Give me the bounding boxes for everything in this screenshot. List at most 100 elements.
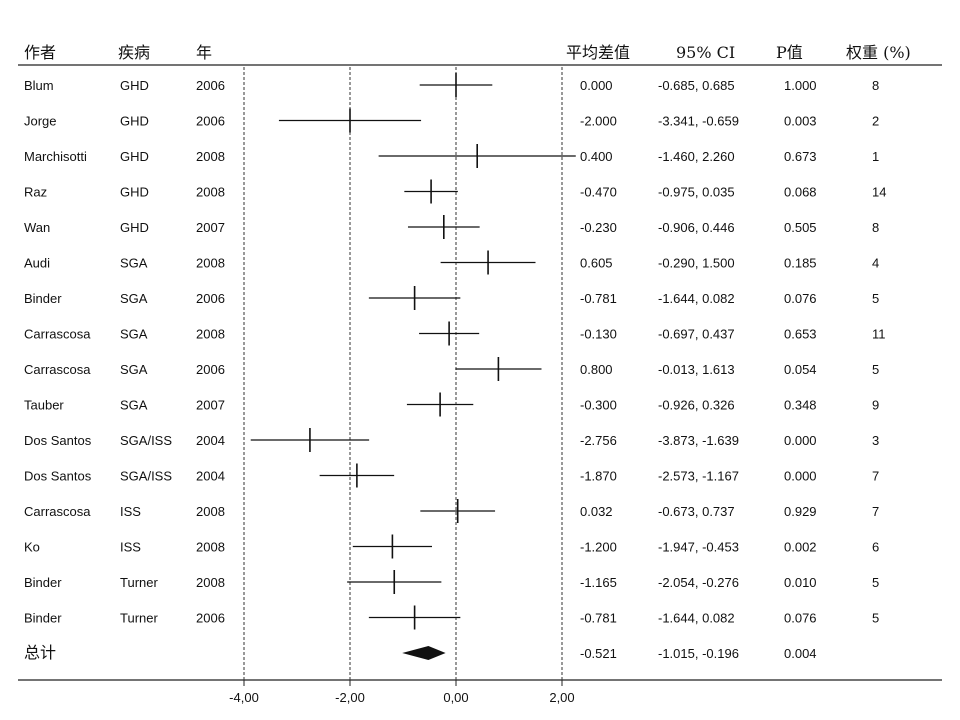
study-disease: ISS bbox=[120, 504, 141, 519]
study-disease: Turner bbox=[120, 575, 158, 590]
study-row: Marchisotti GHD 2008 0.400 -1.460, 2.260 0.67… bbox=[24, 144, 879, 168]
study-row: Tauber SGA 2007 -0.300 -0.926, 0.326 0.348 9 bbox=[24, 392, 879, 417]
study-author: Wan bbox=[24, 220, 50, 235]
study-mean-diff: 0.400 bbox=[580, 149, 613, 164]
study-weight: 6 bbox=[872, 540, 879, 555]
study-disease: SGA bbox=[120, 256, 148, 271]
x-axis-ticks: -4,00 -2,00 0,00 2,00 bbox=[229, 680, 575, 705]
summary-diamond bbox=[402, 646, 446, 660]
study-weight: 14 bbox=[872, 185, 886, 200]
study-row: Binder Turner 2008 -1.165 -2.054, -0.276 0.01… bbox=[24, 570, 879, 594]
study-row: Carrascosa ISS 2008 0.032 -0.673, 0.737 0.929… bbox=[24, 499, 879, 523]
study-author: Binder bbox=[24, 575, 62, 590]
study-author: Marchisotti bbox=[24, 149, 87, 164]
study-ci: -0.290, 1.500 bbox=[658, 256, 735, 271]
study-row: Jorge GHD 2006 -2.000 -3.341, -0.659 0.003 2 bbox=[24, 108, 879, 133]
study-author: Dos Santos bbox=[24, 433, 92, 448]
study-ci: -0.975, 0.035 bbox=[658, 185, 735, 200]
study-author: Carrascosa bbox=[24, 327, 91, 342]
study-year: 2006 bbox=[196, 114, 225, 129]
x-tick-label: -4,00 bbox=[229, 690, 259, 705]
study-p-value: 0.000 bbox=[784, 433, 817, 448]
study-weight: 5 bbox=[872, 362, 879, 377]
study-row: Dos Santos SGA/ISS 2004 -1.870 -2.573, -1.16… bbox=[24, 463, 879, 488]
study-year: 2006 bbox=[196, 78, 225, 93]
study-ci: -2.054, -0.276 bbox=[658, 575, 739, 590]
study-mean-diff: -1.870 bbox=[580, 469, 617, 484]
study-mean-diff: -1.200 bbox=[580, 540, 617, 555]
reference-lines bbox=[243, 67, 563, 680]
study-p-value: 0.929 bbox=[784, 504, 817, 519]
summary-p-value: 0.004 bbox=[784, 646, 817, 661]
study-weight: 3 bbox=[872, 433, 879, 448]
study-p-value: 0.076 bbox=[784, 611, 817, 626]
study-year: 2008 bbox=[196, 504, 225, 519]
study-year: 2006 bbox=[196, 611, 225, 626]
study-row: Wan GHD 2007 -0.230 -0.906, 0.446 0.505 8 bbox=[24, 215, 879, 239]
study-year: 2006 bbox=[196, 362, 225, 377]
study-disease: Turner bbox=[120, 611, 158, 626]
study-p-value: 0.002 bbox=[784, 540, 817, 555]
study-row: Blum GHD 2006 0.000 -0.685, 0.685 1.000 8 bbox=[24, 73, 879, 97]
study-mean-diff: -0.130 bbox=[580, 327, 617, 342]
study-weight: 2 bbox=[872, 114, 879, 129]
study-weight: 5 bbox=[872, 575, 879, 590]
study-row: Binder SGA 2006 -0.781 -1.644, 0.082 0.076 5 bbox=[24, 286, 879, 310]
study-ci: -1.947, -0.453 bbox=[658, 540, 739, 555]
study-weight: 4 bbox=[872, 256, 879, 271]
study-mean-diff: 0.605 bbox=[580, 256, 613, 271]
study-p-value: 0.000 bbox=[784, 469, 817, 484]
study-p-value: 0.003 bbox=[784, 114, 817, 129]
study-p-value: 0.348 bbox=[784, 398, 817, 413]
study-rows: Blum GHD 2006 0.000 -0.685, 0.685 1.000 8 Jorge… bbox=[24, 73, 886, 662]
header-mean-diff: 平均差值 bbox=[566, 43, 630, 62]
study-row: Carrascosa SGA 2006 0.800 -0.013, 1.613 0.054… bbox=[24, 357, 879, 381]
study-mean-diff: -2.000 bbox=[580, 114, 617, 129]
study-p-value: 1.000 bbox=[784, 78, 817, 93]
study-disease: SGA bbox=[120, 291, 148, 306]
study-weight: 8 bbox=[872, 220, 879, 235]
study-ci: -0.926, 0.326 bbox=[658, 398, 735, 413]
study-ci: -0.697, 0.437 bbox=[658, 327, 735, 342]
study-row: Audi SGA 2008 0.605 -0.290, 1.500 0.185 4 bbox=[24, 250, 879, 275]
study-p-value: 0.505 bbox=[784, 220, 817, 235]
study-year: 2007 bbox=[196, 220, 225, 235]
study-year: 2008 bbox=[196, 575, 225, 590]
study-weight: 7 bbox=[872, 504, 879, 519]
study-mean-diff: -0.300 bbox=[580, 398, 617, 413]
study-year: 2004 bbox=[196, 469, 225, 484]
study-mean-diff: 0.800 bbox=[580, 362, 613, 377]
study-author: Dos Santos bbox=[24, 469, 92, 484]
study-weight: 8 bbox=[872, 78, 879, 93]
study-author: Binder bbox=[24, 611, 62, 626]
study-weight: 9 bbox=[872, 398, 879, 413]
study-disease: ISS bbox=[120, 540, 141, 555]
study-mean-diff: -0.781 bbox=[580, 291, 617, 306]
x-tick-label: 2,00 bbox=[549, 690, 574, 705]
study-row: Raz GHD 2008 -0.470 -0.975, 0.035 0.068 14 bbox=[24, 179, 886, 204]
header-ci: 95% CI bbox=[676, 43, 735, 62]
study-year: 2006 bbox=[196, 291, 225, 306]
study-mean-diff: -0.470 bbox=[580, 185, 617, 200]
header-year: 年 bbox=[196, 43, 212, 62]
study-ci: -1.460, 2.260 bbox=[658, 149, 735, 164]
study-mean-diff: -0.781 bbox=[580, 611, 617, 626]
study-mean-diff: 0.032 bbox=[580, 504, 613, 519]
study-mean-diff: -1.165 bbox=[580, 575, 617, 590]
study-weight: 11 bbox=[872, 327, 886, 342]
study-author: Tauber bbox=[24, 398, 64, 413]
study-year: 2008 bbox=[196, 256, 225, 271]
study-disease: SGA bbox=[120, 327, 148, 342]
study-row: Carrascosa SGA 2008 -0.130 -0.697, 0.437 0.65… bbox=[24, 321, 886, 346]
study-weight: 5 bbox=[872, 611, 879, 626]
study-p-value: 0.673 bbox=[784, 149, 817, 164]
study-author: Ko bbox=[24, 540, 40, 555]
header-p: P值 bbox=[776, 43, 803, 62]
study-author: Binder bbox=[24, 291, 62, 306]
study-weight: 5 bbox=[872, 291, 879, 306]
study-weight: 7 bbox=[872, 469, 879, 484]
study-mean-diff: -2.756 bbox=[580, 433, 617, 448]
study-p-value: 0.054 bbox=[784, 362, 817, 377]
header-row: 作者 疾病 年 平均差值 95% CI P值 权重 (%) bbox=[24, 43, 911, 62]
study-p-value: 0.068 bbox=[784, 185, 817, 200]
